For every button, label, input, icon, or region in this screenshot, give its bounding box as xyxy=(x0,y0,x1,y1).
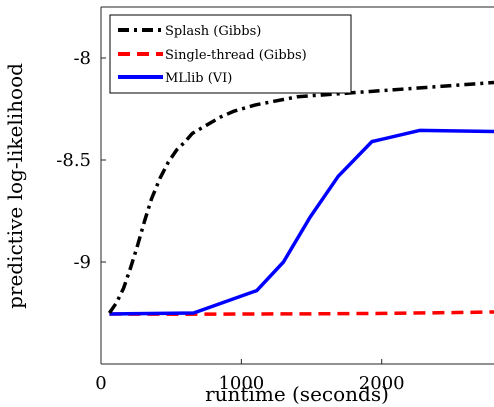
series-layer xyxy=(107,80,494,316)
y-tick-label-2: -8 xyxy=(73,48,91,69)
x-tick-label-1: 1000 xyxy=(218,373,264,394)
series-line-mllib-vi xyxy=(109,128,494,316)
x-axis-ticks: 0 1000 2000 xyxy=(95,359,405,394)
legend-label-splash-gibbs: Splash (Gibbs) xyxy=(165,24,261,39)
series-line-splash-gibbs xyxy=(107,80,494,314)
y-tick-label-0: -9 xyxy=(73,252,91,273)
y-axis-ticks: -9 -8.5 -8 xyxy=(56,48,106,273)
y-tick-label-1: -8.5 xyxy=(56,150,91,171)
legend-label-mllib-vi: MLlib (VI) xyxy=(165,71,232,86)
x-tick-label-0: 0 xyxy=(95,373,106,394)
x-tick-label-2: 2000 xyxy=(359,373,405,394)
y-axis-label: predictive log-likelihood xyxy=(3,63,27,309)
x-axis-label: runtime (seconds) xyxy=(205,382,389,406)
legend-label-single-thread-gibbs: Single-thread (Gibbs) xyxy=(165,48,307,63)
series-line-single-thread-gibbs xyxy=(109,310,494,316)
legend: Splash (Gibbs) Single-thread (Gibbs) MLl… xyxy=(109,14,352,94)
